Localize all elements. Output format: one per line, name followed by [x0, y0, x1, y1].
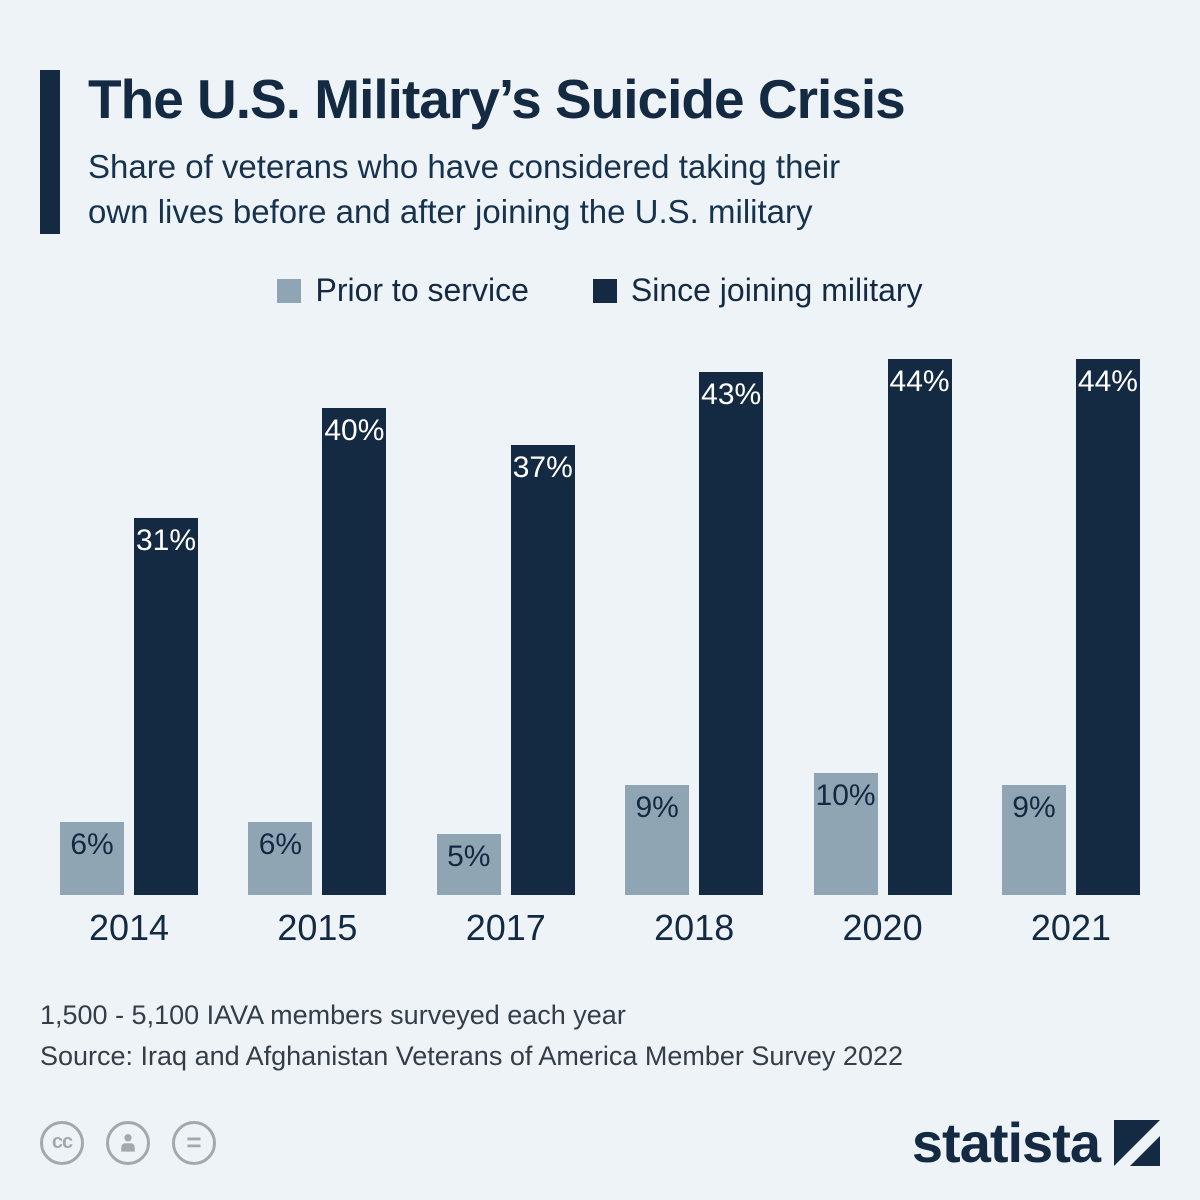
bar-group: 9% 43% [625, 335, 764, 896]
bar-prior: 9% [625, 785, 690, 896]
source-note: Source: Iraq and Afghanistan Veterans of… [40, 1040, 903, 1071]
bar-group: 6% 40% [248, 335, 387, 896]
x-axis-label: 2017 [465, 907, 546, 949]
header: The U.S. Military’s Suicide Crisis Share… [40, 68, 1160, 235]
license-icons: cc = [40, 1120, 216, 1165]
footnotes: 1,500 - 5,100 IAVA members surveyed each… [40, 995, 1160, 1076]
bar-chart: 6% 31% 6% 40% 5% 37% 9% 43% 10% 44% 9% 44% [60, 335, 1140, 896]
bar-since: 43% [699, 372, 764, 896]
legend-label: Since joining military [630, 272, 923, 309]
bar-value-label: 5% [447, 840, 491, 874]
bar-since: 44% [887, 359, 952, 896]
bar-group: 9% 44% [1001, 335, 1140, 896]
x-axis-label: 2018 [654, 907, 735, 949]
statista-logo-mark [1114, 1119, 1160, 1166]
x-axis-label: 2015 [277, 907, 358, 949]
cc-attribution-icon [106, 1120, 150, 1165]
bar-since: 40% [322, 408, 387, 896]
subtitle-line-1: Share of veterans who have considered ta… [88, 148, 841, 186]
infographic: The U.S. Military’s Suicide Crisis Share… [40, 68, 1160, 1175]
subtitle-line-2: own lives before and after joining the U… [88, 192, 813, 230]
legend-label: Prior to service [315, 272, 529, 309]
bar-value-label: 40% [324, 414, 385, 448]
x-axis-label: 2014 [88, 907, 170, 949]
survey-note: 1,500 - 5,100 IAVA members surveyed each… [40, 1000, 626, 1031]
bar-value-label: 6% [258, 828, 303, 862]
cc-license-icon: cc [40, 1120, 84, 1165]
bar-value-label: 31% [135, 524, 197, 558]
statista-logo: statista [912, 1110, 1160, 1175]
bar-since: 44% [1075, 359, 1140, 896]
bar-since: 37% [510, 445, 575, 896]
page-subtitle: Share of veterans who have considered ta… [88, 145, 1160, 234]
header-text: The U.S. Military’s Suicide Crisis Share… [88, 68, 1160, 234]
bar-value-label: 9% [635, 791, 679, 825]
legend-swatch [277, 278, 302, 303]
bar-value-label: 37% [512, 451, 573, 485]
cc-nd-icon: = [172, 1120, 216, 1165]
bar-prior: 5% [436, 834, 501, 896]
statista-wordmark: statista [911, 1111, 1101, 1175]
bar-group: 10% 44% [813, 335, 952, 896]
bar-value-label: 9% [1012, 791, 1056, 825]
x-axis-labels: 2014 2015 2017 2018 2020 2021 [60, 907, 1140, 949]
bar-group: 5% 37% [436, 335, 575, 896]
header-accent-bar [40, 70, 60, 235]
bar-prior: 9% [1001, 785, 1066, 896]
person-icon [121, 1134, 135, 1152]
legend-item: Prior to service [277, 272, 529, 309]
bar-since: 31% [134, 518, 198, 896]
legend: Prior to service Since joining military [40, 272, 1160, 309]
bar-prior: 6% [248, 822, 313, 896]
page-title: The U.S. Military’s Suicide Crisis [88, 68, 906, 130]
bar-value-label: 10% [815, 779, 876, 813]
bar-value-label: 44% [889, 365, 950, 399]
x-axis-label: 2020 [842, 907, 923, 949]
x-axis-label: 2021 [1030, 907, 1111, 949]
bar-value-label: 44% [1077, 365, 1138, 399]
legend-swatch [592, 278, 617, 303]
bar-prior: 10% [813, 773, 878, 896]
bottom-bar: cc = statista [40, 1110, 1160, 1175]
bar-value-label: 43% [701, 378, 762, 412]
bar-prior: 6% [60, 822, 124, 896]
legend-item: Since joining military [592, 272, 923, 309]
bar-group: 6% 31% [60, 335, 198, 896]
bar-value-label: 6% [70, 828, 114, 862]
